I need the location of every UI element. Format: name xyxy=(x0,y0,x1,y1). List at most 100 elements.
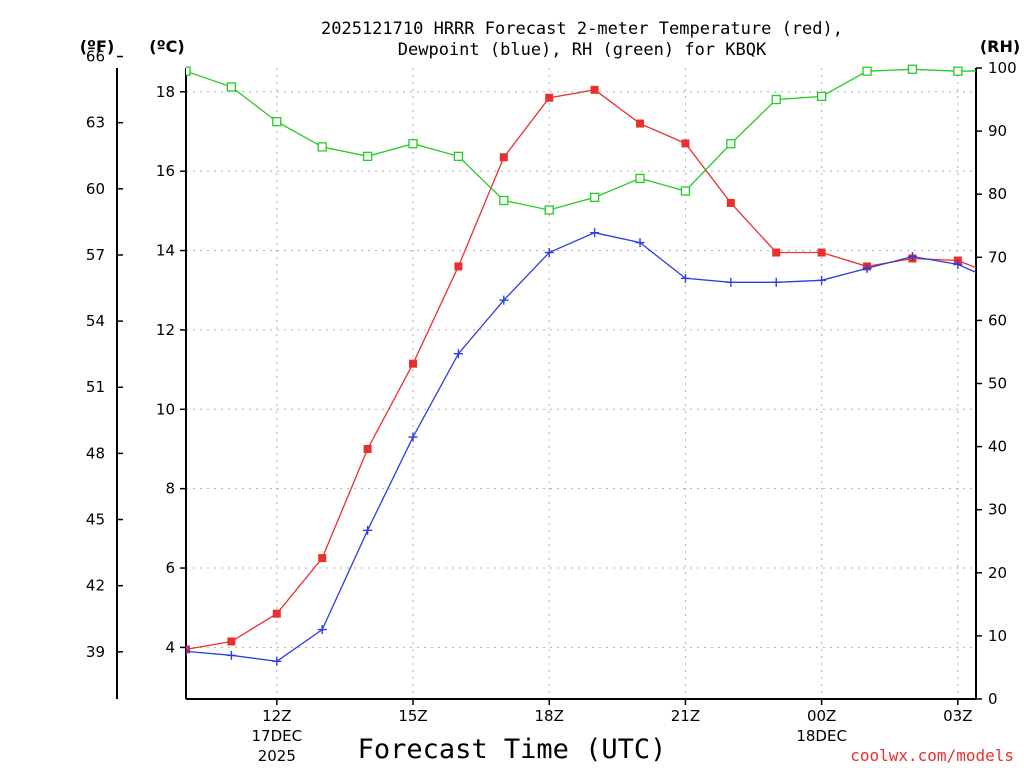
fahrenheit-tick-label: 60 xyxy=(86,180,105,198)
rh-tick-label: 50 xyxy=(988,375,1007,393)
dewpoint-point xyxy=(272,656,282,666)
dewpoint-point xyxy=(953,259,963,269)
temperature-point xyxy=(272,609,281,618)
rh-point xyxy=(499,195,509,206)
data-series xyxy=(186,64,1008,666)
fahrenheit-tick-label: 42 xyxy=(86,577,105,595)
rh-tick-label: 80 xyxy=(988,185,1007,203)
fahrenheit-tick-label: 63 xyxy=(86,114,105,132)
dewpoint-point xyxy=(999,280,1008,289)
x-tick-date-label: 18DEC xyxy=(796,727,847,745)
rh-point xyxy=(589,192,600,203)
rh-tick-label: 10 xyxy=(988,627,1007,645)
axes xyxy=(116,55,982,705)
dewpoint-point xyxy=(186,646,191,656)
dewpoint-point xyxy=(680,273,690,283)
rh-point xyxy=(186,66,191,76)
rh-point xyxy=(726,139,736,149)
dewpoint-point xyxy=(499,295,509,305)
dewpoint-point xyxy=(590,228,600,238)
temperature-point xyxy=(772,248,781,257)
rh-tick-label: 100 xyxy=(988,59,1017,77)
x-tick-label: 15Z xyxy=(398,707,427,725)
temperature-point xyxy=(817,248,826,257)
temperature-point xyxy=(409,359,418,368)
temperature-point xyxy=(454,262,463,271)
rh-point xyxy=(635,173,645,184)
rh-point xyxy=(907,64,918,74)
series-area xyxy=(186,64,1008,666)
x-tick-year-label: 2025 xyxy=(258,747,296,765)
temperature-point xyxy=(590,85,599,94)
x-axis-label: Forecast Time (UTC) xyxy=(358,734,667,765)
dewpoint-point xyxy=(726,277,736,287)
temperature-point xyxy=(318,554,327,563)
temperature-point xyxy=(186,645,190,654)
chart-title-line2: Dewpoint (blue), RH (green) for KBQK xyxy=(398,40,767,60)
celsius-unit-label: (ºC) xyxy=(149,37,184,56)
temperature-point xyxy=(999,274,1007,282)
temperature-point xyxy=(363,444,372,453)
temperature-point xyxy=(726,198,735,207)
fahrenheit-unit-label: (ºF) xyxy=(80,37,115,56)
dewpoint-point xyxy=(907,252,917,262)
dewpoint-point xyxy=(817,275,827,285)
dewpoint-point xyxy=(862,263,872,273)
rh-tick-label: 40 xyxy=(988,438,1007,456)
dewpoint-point xyxy=(317,625,327,635)
rh-point xyxy=(816,91,827,102)
rh-point xyxy=(544,205,554,215)
rh-point xyxy=(408,139,418,149)
x-tick-label: 12Z xyxy=(262,707,291,725)
dewpoint-point xyxy=(635,238,645,248)
fahrenheit-tick-label: 54 xyxy=(86,312,105,330)
rh-point xyxy=(771,94,781,105)
celsius-tick-label: 8 xyxy=(165,480,175,498)
celsius-tick-label: 6 xyxy=(165,559,175,577)
celsius-tick-label: 10 xyxy=(156,400,175,418)
x-tick-label: 03Z xyxy=(943,707,972,725)
fahrenheit-tick-label: 51 xyxy=(86,378,105,396)
fahrenheit-tick-label: 57 xyxy=(86,246,105,264)
watermark: coolwx.com/models xyxy=(850,746,1014,765)
rh-point xyxy=(272,116,282,127)
celsius-tick-label: 18 xyxy=(156,83,175,101)
x-tick-label: 00Z xyxy=(807,707,836,725)
temperature-point xyxy=(227,637,236,646)
celsius-tick-label: 12 xyxy=(156,321,175,339)
rh-tick-label: 70 xyxy=(988,248,1007,266)
celsius-tick-label: 16 xyxy=(156,162,175,180)
rh-point xyxy=(862,66,872,76)
temperature-point xyxy=(681,139,690,148)
fahrenheit-tick-label: 45 xyxy=(86,511,105,529)
rh-point xyxy=(680,186,691,196)
fahrenheit-tick-label: 48 xyxy=(86,444,105,462)
rh-point xyxy=(317,142,327,152)
x-tick-label: 21Z xyxy=(671,707,700,725)
temperature-point xyxy=(545,93,554,102)
dewpoint-line xyxy=(186,232,976,662)
rh-point xyxy=(453,151,464,161)
celsius-tick-label: 14 xyxy=(156,242,175,260)
fahrenheit-tick-label: 66 xyxy=(86,48,105,66)
chart-title-line1: 2025121710 HRRR Forecast 2-meter Tempera… xyxy=(321,19,843,39)
rh-tick-label: 60 xyxy=(988,311,1007,329)
temperature-point xyxy=(499,153,508,162)
rh-tick-label: 20 xyxy=(988,564,1007,582)
celsius-tick-label: 4 xyxy=(165,638,175,656)
temperature-line xyxy=(186,89,976,651)
dewpoint-point xyxy=(544,248,554,258)
dewpoint-point xyxy=(408,432,418,442)
rh-unit-label: (RH) xyxy=(980,37,1020,56)
tick-labels: 4 6 8 10 12 14 16 18 39 42 45 48 51 54 57 60 63 66 0 10 20 30… xyxy=(86,48,1017,765)
rh-point xyxy=(362,151,373,161)
x-tick-label: 18Z xyxy=(535,707,564,725)
rh-tick-label: 30 xyxy=(988,501,1007,519)
dewpoint-point xyxy=(363,525,373,535)
gridlines xyxy=(186,68,976,699)
dewpoint-point xyxy=(226,650,236,660)
rh-tick-label: 0 xyxy=(988,690,998,708)
rh-point xyxy=(953,66,963,76)
temperature-point xyxy=(636,119,645,128)
